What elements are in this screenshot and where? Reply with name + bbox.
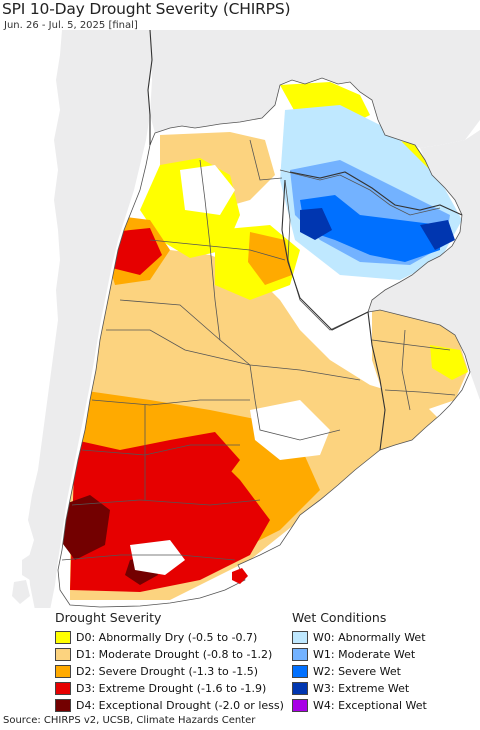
map-subtitle: Jun. 26 - Jul. 5, 2025 [final]: [4, 20, 138, 31]
legend-item-w1: W1: Moderate Wet: [292, 646, 427, 663]
legend-item-w2: W2: Severe Wet: [292, 663, 427, 680]
zone-d1-east: [372, 305, 468, 412]
map-title: SPI 10-Day Drought Severity (CHIRPS): [2, 0, 291, 18]
legend-swatch-d3: [55, 682, 71, 695]
legend-wet-heading: Wet Conditions: [292, 610, 387, 625]
legend-label-w3: W3: Extreme Wet: [313, 682, 410, 695]
zone-normal-north: [180, 165, 235, 215]
legend-swatch-d1: [55, 648, 71, 661]
zone-w3: [300, 208, 332, 240]
legend-swatch-d0: [55, 631, 71, 644]
source-credit: Source: CHIRPS v2, UCSB, Climate Hazards…: [3, 715, 256, 726]
drought-map: [0, 30, 480, 610]
legend-item-d3: D3: Extreme Drought (-1.6 to -1.9): [55, 680, 284, 697]
legend-label-w0: W0: Abnormally Wet: [313, 631, 426, 644]
legend-item-w0: W0: Abnormally Wet: [292, 629, 427, 646]
zone-d0-ne-coast: [430, 345, 468, 380]
chile-islands: [12, 552, 38, 604]
zone-normal-south: [130, 540, 185, 575]
legend-item-d1: D1: Moderate Drought (-0.8 to -1.2): [55, 646, 284, 663]
offshore-island: [232, 568, 248, 584]
legend-wet: Wet Conditions W0: Abnormally Wet W1: Mo…: [292, 608, 427, 714]
legend-label-d3: D3: Extreme Drought (-1.6 to -1.9): [76, 682, 267, 695]
legend-label-w1: W1: Moderate Wet: [313, 648, 416, 661]
legend-swatch-w0: [292, 631, 308, 644]
legend-item-d2: D2: Severe Drought (-1.3 to -1.5): [55, 663, 284, 680]
legend-swatch-w3: [292, 682, 308, 695]
legend-label-w4: W4: Exceptional Wet: [313, 699, 427, 712]
legend-swatch-w2: [292, 665, 308, 678]
legend-swatch-d2: [55, 665, 71, 678]
legend-label-d1: D1: Moderate Drought (-0.8 to -1.2): [76, 648, 273, 661]
legend-swatch-w4: [292, 699, 308, 712]
admin-boundaries: [57, 77, 471, 608]
legend: Drought Severity D0: Abnormally Dry (-0.…: [0, 608, 480, 712]
legend-item-w4: W4: Exceptional Wet: [292, 697, 427, 714]
bolivia-land: [150, 30, 480, 148]
chile-land: [28, 30, 152, 610]
legend-drought-heading: Drought Severity: [55, 610, 162, 625]
zone-d2-chaco: [248, 232, 292, 285]
legend-label-w2: W2: Severe Wet: [313, 665, 401, 678]
legend-drought: Drought Severity D0: Abnormally Dry (-0.…: [55, 608, 284, 714]
legend-item-w3: W3: Extreme Wet: [292, 680, 427, 697]
zone-d4-patagonia: [60, 495, 110, 560]
zone-w2: [300, 195, 440, 262]
zone-d3-coast: [170, 432, 240, 480]
legend-label-d4: D4: Exceptional Drought (-2.0 or less): [76, 699, 284, 712]
legend-swatch-d4: [55, 699, 71, 712]
legend-item-d0: D0: Abnormally Dry (-0.5 to -0.7): [55, 629, 284, 646]
legend-label-d0: D0: Abnormally Dry (-0.5 to -0.7): [76, 631, 258, 644]
legend-label-d2: D2: Severe Drought (-1.3 to -1.5): [76, 665, 259, 678]
national-borders: [147, 30, 463, 451]
legend-item-d4: D4: Exceptional Drought (-2.0 or less): [55, 697, 284, 714]
zone-d3-andes: [112, 228, 162, 275]
legend-swatch-w1: [292, 648, 308, 661]
zone-normal-pampa: [250, 400, 330, 460]
zone-w3-east: [420, 220, 455, 250]
brazil-land: [368, 130, 480, 400]
